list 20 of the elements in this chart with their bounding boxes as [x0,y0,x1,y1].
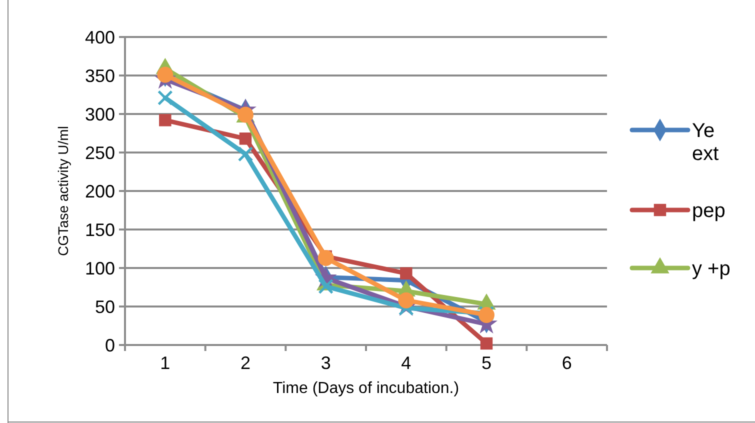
x-tick-label: 6 [562,353,572,373]
x-axis-title: Time (Days of incubation.) [272,380,460,397]
x-tick-label: 1 [160,353,170,373]
y-tick-label: 250 [84,142,115,163]
x-tick-label: 4 [401,353,412,373]
x-tick-label: 2 [240,353,251,373]
y-tick-label: 300 [84,104,115,124]
y-tick-label: 350 [84,66,115,86]
y-tick-label: 150 [84,220,115,240]
y-tick-label: 0 [104,335,115,356]
y-tick-label: 50 [94,296,115,317]
legend-label: y +p [692,258,730,280]
y-axis-title: CGTase activity U/ml [55,126,71,256]
x-tick-label: 5 [481,353,492,373]
legend-label: pep [692,200,726,222]
y-tick-label: 100 [84,258,115,278]
y-tick-label: 200 [84,181,115,202]
legend-label: Ye ext [692,120,720,165]
y-tick-label: 400 [84,27,115,48]
x-tick-label: 3 [320,353,331,373]
